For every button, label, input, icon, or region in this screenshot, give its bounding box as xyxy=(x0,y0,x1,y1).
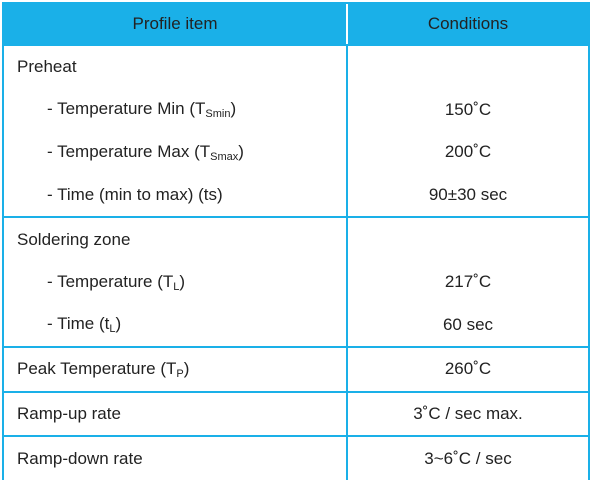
item-cell: - Temperature Min (TSmin) xyxy=(4,88,348,132)
header-cell: Conditions xyxy=(427,14,509,33)
label-text: Preheat xyxy=(17,57,77,77)
subscript: Smax xyxy=(210,150,239,163)
subscript: Smin xyxy=(205,108,231,121)
table-row: - Temperature Min (TSmin) 150˚C xyxy=(4,88,588,132)
row-group: Soldering zone - Temperature (TL) 217˚C - T… xyxy=(4,216,588,347)
table-row: Ramp-down rate 3~6˚C / sec xyxy=(4,437,588,480)
condition-cell: 150˚C xyxy=(348,89,588,132)
condition-cell: 90±30 sec xyxy=(348,174,588,217)
item-cell: - Time (min to max) (ts) xyxy=(4,173,348,217)
condition-value: 60 sec xyxy=(442,314,494,334)
condition-value: 3~6˚C / sec xyxy=(424,448,512,468)
label-text: Soldering zone xyxy=(17,229,131,249)
item-cell: Peak Temperature (TP) xyxy=(4,348,348,391)
condition-cell: 3˚C / sec max. xyxy=(348,393,588,436)
item-label: - Temperature Min (TSmin) xyxy=(47,99,236,120)
label-text: Peak Temperature (T xyxy=(17,358,177,378)
item-cell: - Temperature Max (TSmax) xyxy=(4,131,348,174)
item-cell: Ramp-up rate xyxy=(4,392,348,436)
condition-value: 260˚C xyxy=(444,359,492,379)
condition-cell: 260˚C xyxy=(348,348,588,391)
item-label: - Temperature (TL) xyxy=(47,272,185,293)
row-group: Ramp-down rate 3~6˚C / sec xyxy=(4,435,588,480)
condition-value: 150˚C xyxy=(444,99,492,119)
table-row: Ramp-up rate 3˚C / sec max. xyxy=(4,392,588,436)
table-row: - Time (min to max) (ts) 90±30 sec xyxy=(4,173,588,217)
header-cell: Profile item xyxy=(4,4,348,44)
condition-value: 90±30 sec xyxy=(428,185,508,205)
item-label: - Temperature Max (TSmax) xyxy=(47,142,244,163)
condition-cell xyxy=(348,218,588,261)
item-label: Ramp-up rate xyxy=(17,404,121,424)
condition-cell: 60 sec xyxy=(348,304,588,347)
item-label: Soldering zone xyxy=(17,230,130,250)
condition-value: 217˚C xyxy=(444,272,492,292)
label-text: ) xyxy=(238,141,244,161)
label-text: ) xyxy=(115,314,122,334)
item-label: Preheat xyxy=(17,57,77,77)
label-text: ) xyxy=(183,358,190,378)
label-text: - Time (min to max) (ts) xyxy=(47,185,223,205)
subscript: P xyxy=(176,367,184,380)
table-row: - Temperature (TL) 217˚C xyxy=(4,260,588,304)
item-label: - Time (min to max) (ts) xyxy=(47,185,223,205)
table-row: Peak Temperature (TP) 260˚C xyxy=(4,348,588,391)
condition-cell xyxy=(348,46,588,89)
row-group: Ramp-up rate 3˚C / sec max. xyxy=(4,390,588,436)
item-cell: Preheat xyxy=(4,46,348,89)
row-group: Peak Temperature (TP) 260˚C xyxy=(4,346,588,391)
condition-value: 3˚C / sec max. xyxy=(413,404,523,424)
label-text: Ramp-down rate xyxy=(17,448,143,468)
table-row: Preheat xyxy=(4,46,588,89)
label-text: - Temperature Min (T xyxy=(47,99,206,119)
item-cell: - Temperature (TL) xyxy=(4,260,348,304)
item-cell: - Time (tL) xyxy=(4,303,348,347)
row-group: Preheat - Temperature Min (TSmin) 150˚C - T… xyxy=(4,44,588,217)
label-text: - Time (t xyxy=(47,314,110,334)
label-text: Ramp-up rate xyxy=(17,404,121,424)
condition-cell: 3~6˚C / sec xyxy=(348,437,588,480)
table-row: - Temperature Max (TSmax) 200˚C xyxy=(4,131,588,174)
header-row: Profile item Conditions xyxy=(4,4,588,44)
label-text: ) xyxy=(179,271,186,291)
label-text: - Temperature Max (T xyxy=(47,141,211,161)
item-cell: Ramp-down rate xyxy=(4,437,348,480)
table-row: - Time (tL) 60 sec xyxy=(4,303,588,347)
label-text: - Temperature (T xyxy=(47,271,174,291)
item-label: - Time (tL) xyxy=(47,314,121,335)
subscript: L xyxy=(109,323,116,336)
subscript: L xyxy=(173,280,180,293)
label-text: ) xyxy=(230,99,237,119)
condition-cell: 200˚C xyxy=(348,131,588,174)
table-row: Soldering zone xyxy=(4,218,588,261)
item-cell: Soldering zone xyxy=(4,218,348,261)
item-label: Ramp-down rate xyxy=(17,449,143,469)
item-label: Peak Temperature (TP) xyxy=(17,359,189,380)
condition-value: 200˚C xyxy=(444,142,492,162)
condition-cell: 217˚C xyxy=(348,261,588,304)
